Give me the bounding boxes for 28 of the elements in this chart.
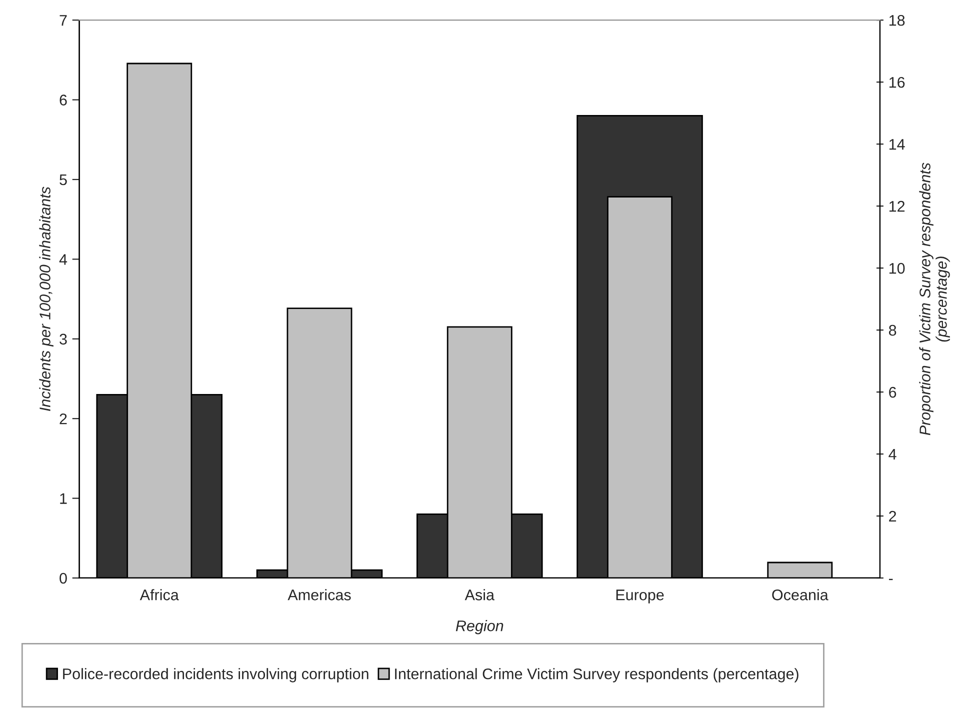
y-tick-label: 4: [59, 254, 68, 265]
legend-label: Police-recorded incidents involving corruption: [63, 668, 368, 682]
x-axis-title: Region: [456, 620, 504, 634]
x-tick-label: Americas: [288, 589, 351, 600]
y2-tick-label: 2: [889, 510, 896, 522]
y2-tick-label: 14: [889, 139, 905, 150]
x-tick-label: Africa: [140, 589, 179, 600]
y-tick-label: 2: [60, 413, 67, 424]
x-tick-label: Oceania: [772, 589, 828, 600]
y-tick-label: 1: [60, 493, 67, 504]
y-tick-label: 7: [60, 15, 67, 26]
y2-tick-label: 16: [889, 76, 905, 88]
y2-tick-label: 8: [888, 324, 896, 336]
y-tick-label: 6: [60, 94, 67, 106]
y2-tick-label: 10: [889, 262, 905, 274]
y-tick-label: 3: [60, 334, 67, 345]
legend-label: International Crime Victim Survey respondents (percentage): [395, 668, 798, 682]
y2-axis-title: Proportion of Victim Survey respondents (percentage): [919, 162, 950, 436]
y2-tick-label: -: [888, 578, 893, 580]
y2-tick-label: 18: [889, 14, 905, 26]
y-axis-title: Incidents per 100,000 inhabitants: [39, 186, 54, 411]
x-tick-label: Europe: [616, 590, 664, 604]
y2-tick-label: 6: [889, 386, 896, 398]
y2-tick-label: 12: [889, 200, 905, 212]
y-tick-label: 5: [60, 174, 67, 186]
y-tick-label: 0: [60, 572, 67, 584]
y2-tick-label: 4: [888, 449, 896, 460]
x-tick-label: Asia: [464, 589, 494, 600]
